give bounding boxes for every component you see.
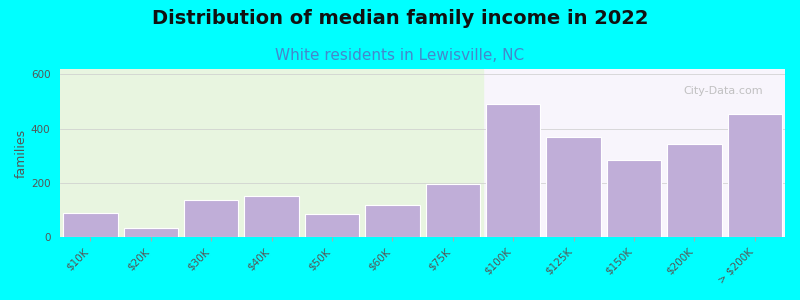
Bar (607, 160, 661, 237)
Bar (426, 184, 480, 237)
Bar (486, 104, 540, 237)
Text: City-Data.com: City-Data.com (684, 86, 763, 96)
Bar (123, 228, 178, 237)
Y-axis label: families: families (15, 128, 28, 178)
Bar (728, 114, 782, 237)
Bar (365, 205, 419, 237)
Bar (60, 69, 483, 237)
Bar (244, 196, 298, 237)
Bar (546, 137, 601, 237)
Bar (63, 213, 118, 237)
Text: White residents in Lewisville, NC: White residents in Lewisville, NC (275, 48, 525, 63)
Bar (305, 214, 359, 237)
Bar (184, 200, 238, 237)
Bar (667, 144, 722, 237)
Text: Distribution of median family income in 2022: Distribution of median family income in … (152, 9, 648, 28)
